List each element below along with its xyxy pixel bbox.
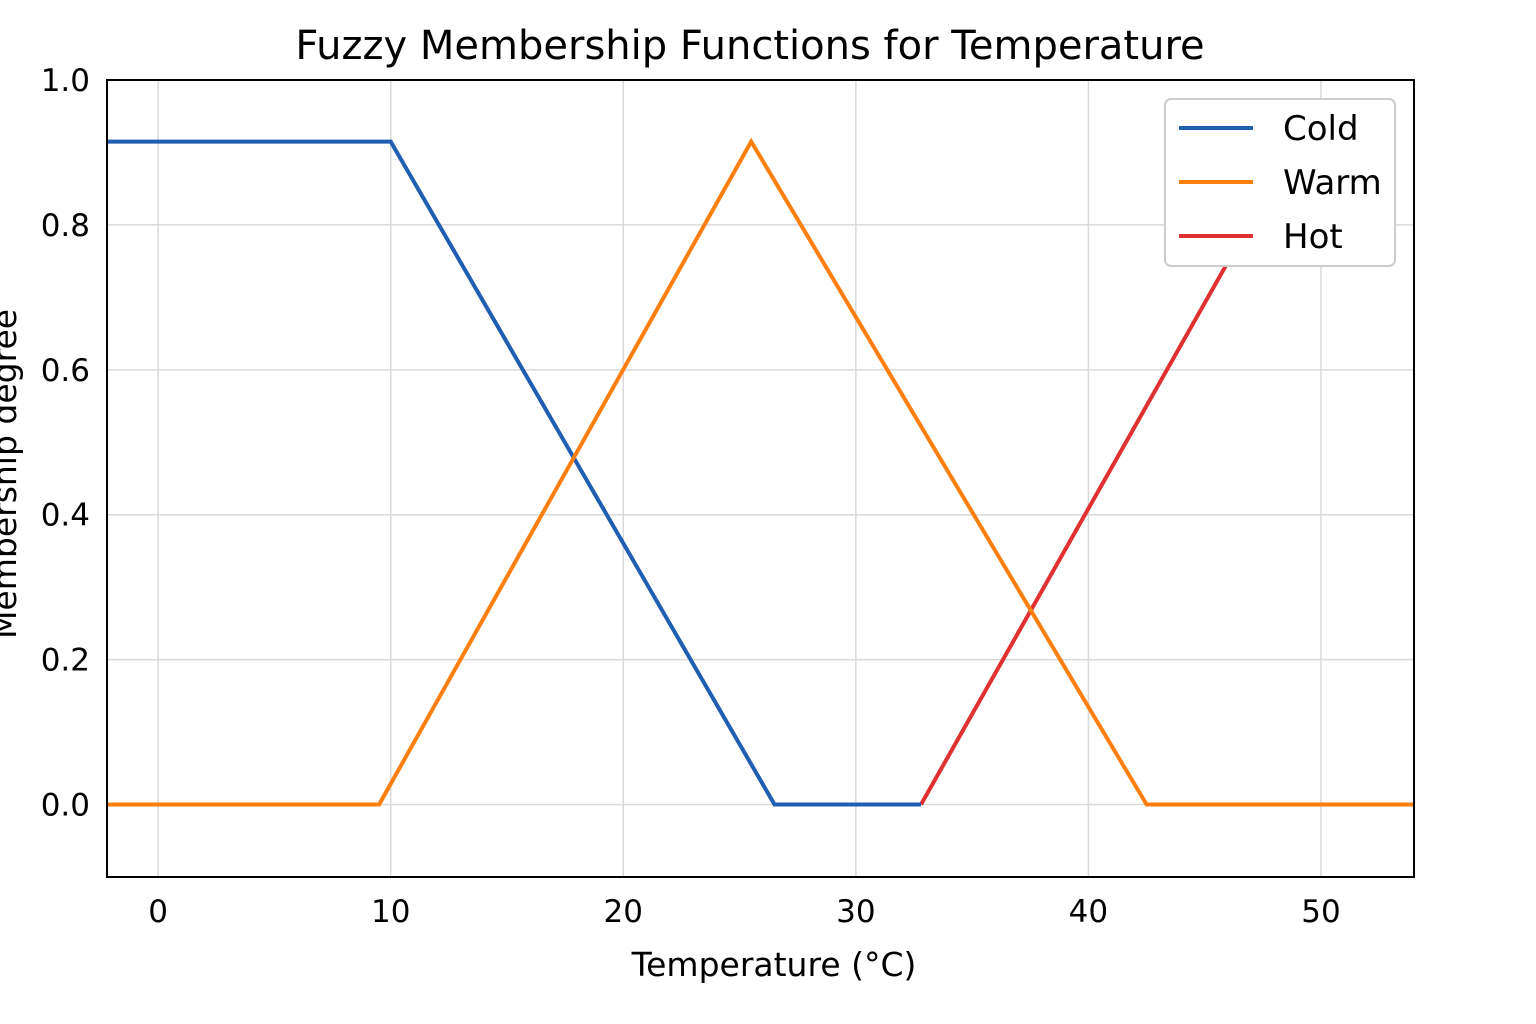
plot-frame <box>106 79 1415 878</box>
x-tick-labels: 0 10 20 30 40 50 <box>148 894 1340 930</box>
x-tick-label: 30 <box>836 894 875 930</box>
plot-series <box>107 137 1414 807</box>
x-tick-label: 0 <box>148 894 168 930</box>
x-tick-label: 10 <box>371 894 410 930</box>
legend-label-cold: Cold <box>1283 109 1359 149</box>
series-line-warm <box>107 137 1414 807</box>
chart-title: Fuzzy Membership Functions for Temperatu… <box>295 23 1204 69</box>
legend-label-hot: Hot <box>1283 217 1343 257</box>
x-tick-label: 50 <box>1301 894 1340 930</box>
series-line-hot <box>919 223 1251 806</box>
y-tick-labels: 0.0 0.2 0.4 0.6 0.8 1.0 <box>41 63 90 824</box>
y-tick-label: 0.4 <box>41 498 90 534</box>
series-line-cold <box>107 139 921 807</box>
y-tick-label: 0.6 <box>41 353 90 389</box>
y-axis-label: Membership degree <box>0 309 24 639</box>
legend-label-warm: Warm <box>1283 163 1382 203</box>
y-tick-label: 0.0 <box>41 788 90 824</box>
legend: Cold Warm Hot <box>1164 98 1396 267</box>
legend-box <box>1164 98 1396 267</box>
legend-items: Cold Warm Hot <box>1179 109 1382 257</box>
x-axis-label: Temperature (°C) <box>631 945 917 984</box>
x-tick-label: 40 <box>1069 894 1108 930</box>
x-tick-label: 20 <box>604 894 643 930</box>
y-tick-label: 1.0 <box>41 63 90 99</box>
y-tick-label: 0.8 <box>41 208 90 244</box>
y-tick-label: 0.2 <box>41 643 90 679</box>
